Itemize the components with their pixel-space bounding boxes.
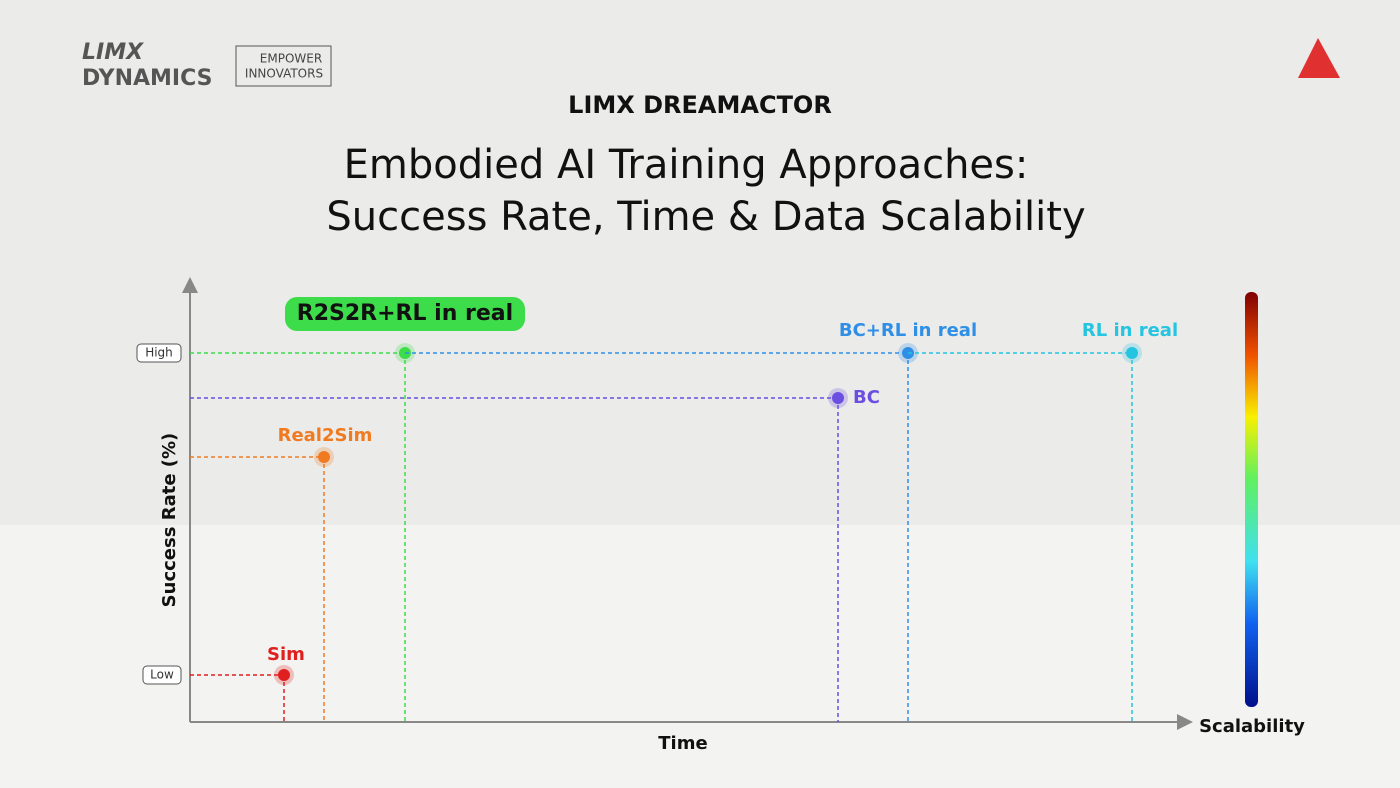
y-label: Success Rate (%) [159,433,180,608]
point-label: Sim [267,644,305,665]
x-label: Time [658,733,707,754]
high-tag [136,343,182,363]
subtitle: Success Rate, Time & Data Scalability [326,194,1085,240]
title: Embodied AI Training Approaches: [344,142,1029,188]
point-label: Real2Sim [278,425,373,446]
background-bottom [0,525,1400,788]
point [832,392,844,404]
tagline: EMPOWER [260,52,322,66]
y-high: High [145,346,173,360]
low-tag [142,665,182,685]
logo [1298,38,1340,78]
point-label: BC [853,387,880,408]
colorbar [1245,292,1258,707]
point [1126,347,1138,359]
point-label: RL in real [1082,320,1178,341]
point [278,669,290,681]
tagline: INNOVATORS [245,67,323,81]
point-label: BC+RL in real [839,320,977,341]
point-label: R2S2R+RL in real [297,301,513,326]
brand: DYNAMICS [82,66,213,91]
y-low: Low [150,668,174,682]
label-pill [285,297,525,331]
brand: LIMX [82,40,144,65]
points: Sim Real2Sim R2S2R+RL in real BC BC+RL in re… [190,297,1178,722]
scale-label: Scalability [1199,716,1305,737]
tagline-box [235,45,332,87]
product: LIMX DREAMACTOR [568,91,832,119]
point [318,451,330,463]
background-top [0,0,1400,525]
